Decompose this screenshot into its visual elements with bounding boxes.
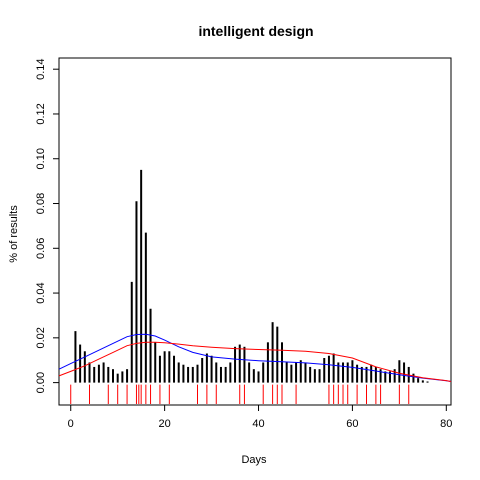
y-tick-label: 0.14: [35, 58, 47, 79]
rug: [70, 384, 410, 404]
y-tick-label: 0.02: [35, 327, 47, 348]
density-curve: [58, 333, 452, 382]
y-tick-label: 0.12: [35, 103, 47, 124]
y-tick-label: 0.06: [35, 238, 47, 259]
bars: [74, 169, 429, 383]
x-tick-label: 60: [346, 418, 358, 430]
chart-title: intelligent design: [198, 23, 313, 39]
y-tick-label: 0.04: [35, 282, 47, 303]
x-axis-label: Days: [241, 454, 267, 466]
x-tick-label: 40: [252, 418, 264, 430]
x-tick-label: 0: [68, 418, 74, 430]
y-tick-label: 0.10: [35, 148, 47, 169]
x-axis: 0 20 40 60 80: [68, 405, 452, 430]
y-axis-label: % of results: [8, 205, 20, 263]
density-curve: [58, 341, 452, 382]
y-tick-label: 0.00: [35, 372, 47, 393]
x-tick-label: 20: [159, 418, 171, 430]
x-tick-label: 80: [440, 418, 452, 430]
y-tick-label: 0.08: [35, 193, 47, 214]
y-axis: 0.00 0.02 0.04 0.06 0.08 0.10 0.12 0.14: [35, 58, 59, 393]
density-curves: [58, 333, 452, 382]
plot-frame: [58, 57, 452, 406]
